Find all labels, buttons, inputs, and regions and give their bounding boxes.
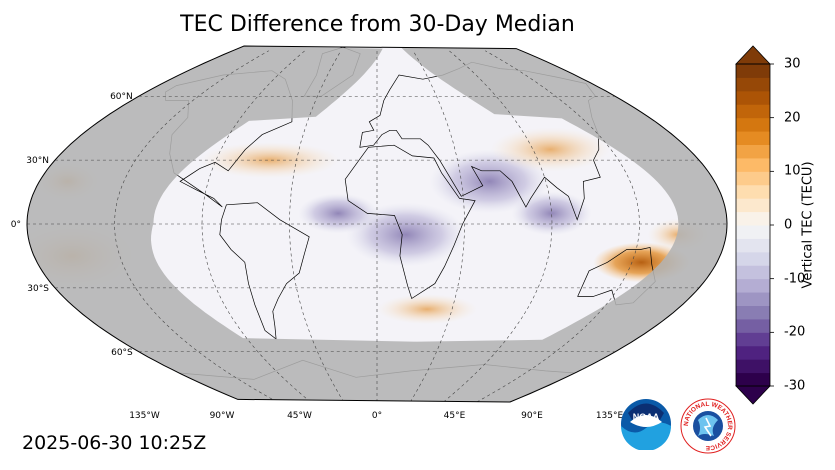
colorbar-segment [736,171,770,186]
timestamp: 2025-06-30 10:25Z [22,432,207,454]
colorbar-segment [736,345,770,360]
lon-label: 90°W [210,411,235,421]
noaa-logo-text: NOAA [633,412,660,422]
colorbar [735,45,774,405]
meridian [289,50,345,402]
colorbar-segment [736,265,770,280]
colorbar-segment [736,211,770,226]
colorbar-tick-label: 0 [784,217,793,233]
colorbar-segment [736,77,770,92]
continent-south-america [219,202,310,340]
colorbar-tick-label: 10 [784,163,801,179]
colorbar-tick-label: 30 [784,56,801,72]
lon-label: 45°W [287,411,312,421]
night-shade [27,46,727,402]
colorbar-tick-label: -10 [784,271,806,287]
colorbar-segment [736,90,770,105]
lon-label: 135°E [596,411,624,421]
colorbar-segment [736,184,770,199]
colorbar-segment [736,198,770,213]
lon-labels: 135°W 90°W 45°W 0° 45°E 90°E 135°E [129,411,623,421]
colorbar-segment [736,278,770,293]
lat-label: 60°N [110,92,133,102]
anomaly-band [377,294,478,325]
lon-label: 45°E [444,411,466,421]
graticule [27,50,727,402]
colorbar-segment [736,238,770,253]
continent-eurasia [359,61,601,221]
colorbar-segment [736,225,770,239]
lon-label: 135°W [129,411,160,421]
colorbar-label: Vertical TEC (TECU) [800,161,816,289]
colorbar-max-extend [735,45,771,65]
colorbar-segment [736,359,770,374]
anomaly-band [298,193,379,234]
colorbar-segment [736,318,770,333]
anomaly-band [490,127,611,172]
lon-label: 0° [372,411,382,421]
colorbar-segment [736,251,770,266]
lat-label: 30°S [27,284,49,294]
colorbar-segment [736,144,770,159]
colorbar-tick-label: 20 [784,110,801,126]
meridian [410,50,465,402]
colorbar-tick-label: -30 [784,378,806,394]
colorbar-segment [736,64,770,78]
noaa-logo: NOAA [621,399,671,450]
colorbar-segment [736,104,770,119]
anomaly-band [511,191,592,236]
anomaly-band [199,142,340,179]
globe-outline [26,45,728,403]
continent-africa [344,144,476,300]
colorbar-segment [736,157,770,172]
colorbar-segment [736,292,770,306]
colorbar-segment [736,305,770,320]
colorbar-tick-label: -20 [784,324,806,340]
colorbar-segment [736,372,770,387]
lat-label: 30°N [26,156,49,166]
nws-logo: NATIONAL WEATHER SERVICE [680,398,736,454]
colorbar-min-extend [735,385,771,405]
map-title: TEC Difference from 30-Day Median [180,12,575,37]
colorbar-segment [736,332,770,347]
lat-label: 0° [11,220,21,230]
lat-labels: 60°N 30°N 0° 30°S 60°S [11,92,133,358]
colorbar-segment [736,131,770,145]
lat-label: 60°S [111,348,133,358]
colorbar-segment [736,117,770,132]
lon-label: 90°E [521,411,543,421]
